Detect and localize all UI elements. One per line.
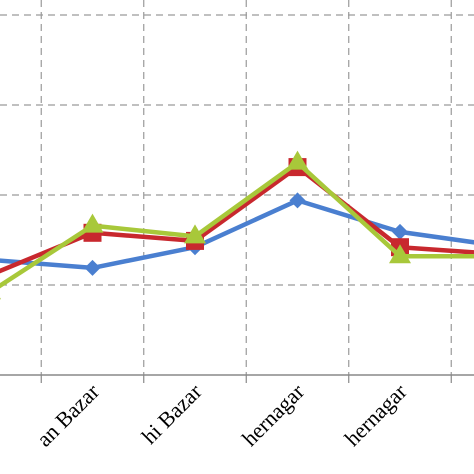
marker <box>289 192 306 209</box>
marker <box>392 223 408 240</box>
series-line <box>0 198 474 271</box>
x-tick-label: an Bazar <box>32 378 105 451</box>
x-tick-label: hernagar <box>339 378 412 451</box>
x-tick-label: hi Bazar <box>137 378 207 448</box>
marker <box>81 213 104 233</box>
marker <box>286 150 309 170</box>
series-line <box>0 164 474 274</box>
marker <box>184 224 206 244</box>
marker <box>389 244 411 264</box>
marker <box>0 297 1 300</box>
x-tick-label: hernagar <box>237 378 310 451</box>
series-line <box>0 160 474 289</box>
marker <box>84 259 101 276</box>
